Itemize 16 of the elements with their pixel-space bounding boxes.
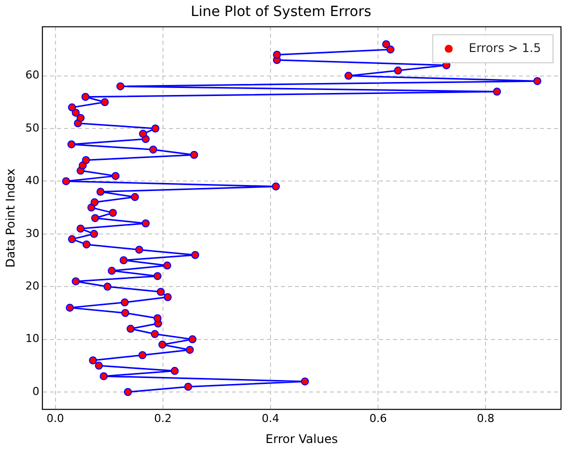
x-tick-label: 0.0 — [46, 412, 64, 425]
y-tick-label: 20 — [25, 279, 40, 292]
y-tick-label: 50 — [25, 121, 40, 134]
x-tick-label: 0.4 — [262, 412, 280, 425]
y-tick-label: 0 — [32, 384, 40, 398]
legend-label: Errors > 1.5 — [468, 40, 542, 55]
y-axis-title: Data Point Index — [3, 168, 18, 268]
y-tick-label: 60 — [25, 68, 40, 82]
x-tick-label: 0.2 — [154, 412, 172, 425]
chart-title: Line Plot of System Errors — [190, 4, 372, 20]
y-tick-label: 40 — [25, 174, 40, 188]
y-tick-label: 30 — [25, 226, 40, 240]
y-tick-label: 10 — [25, 332, 40, 346]
x-tick-label: 0.6 — [369, 412, 387, 425]
x-axis-title: Error Values — [266, 432, 338, 446]
x-tick-label: 0.8 — [476, 412, 494, 425]
